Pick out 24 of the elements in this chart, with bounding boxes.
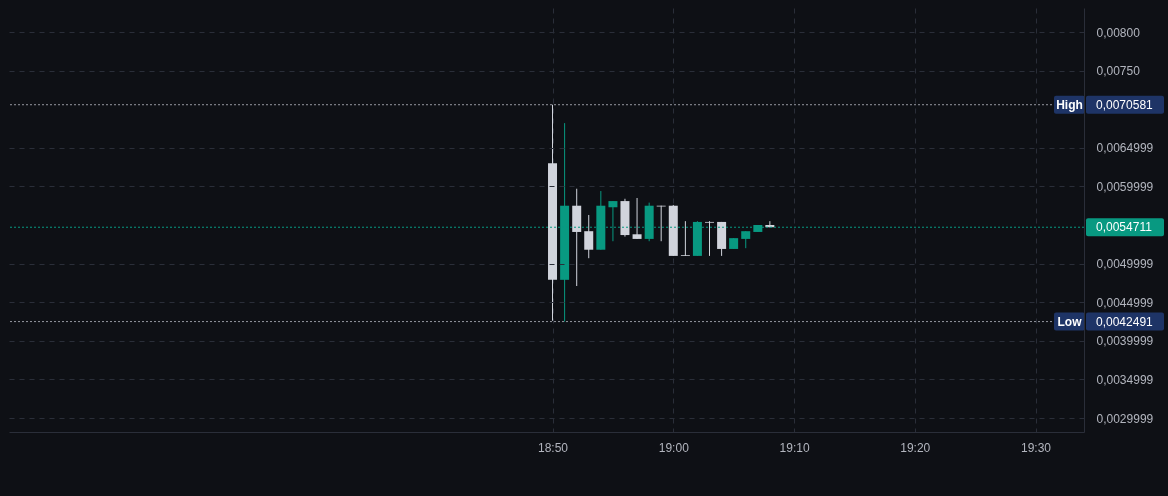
y-tick-label: 0,0044999 xyxy=(1096,295,1154,310)
ref-line-label: 0,0054711 xyxy=(1096,220,1153,235)
y-tick-label: 0,0049999 xyxy=(1096,257,1154,272)
ref-line-label: 0,0042491 xyxy=(1096,314,1154,329)
y-tick-label: 0,00750 xyxy=(1096,64,1141,79)
x-tick-label: 19:00 xyxy=(658,440,690,455)
y-tick-label: 0,0029999 xyxy=(1096,411,1154,426)
candlestick xyxy=(765,220,775,228)
ref-line-label: 0,0070581 xyxy=(1096,97,1154,112)
candlestick xyxy=(632,197,642,240)
y-tick-label: 0,00800 xyxy=(1096,25,1141,40)
y-tick-label: 0,0039999 xyxy=(1096,334,1154,349)
y-tick-label: 0,0064999 xyxy=(1096,141,1154,156)
annotation: High xyxy=(1056,97,1083,112)
y-tick-label: 0,0059999 xyxy=(1096,179,1154,194)
y-tick-label: 0,0034999 xyxy=(1096,372,1154,387)
candlestick xyxy=(584,214,594,259)
x-tick-label: 19:30 xyxy=(1021,440,1052,455)
candlestick xyxy=(680,220,690,257)
x-tick-label: 19:20 xyxy=(900,440,931,455)
annotation: Low xyxy=(1057,314,1083,329)
x-tick-label: 18:50 xyxy=(538,440,569,455)
candlestick xyxy=(705,220,715,257)
x-tick-label: 19:10 xyxy=(779,440,810,455)
